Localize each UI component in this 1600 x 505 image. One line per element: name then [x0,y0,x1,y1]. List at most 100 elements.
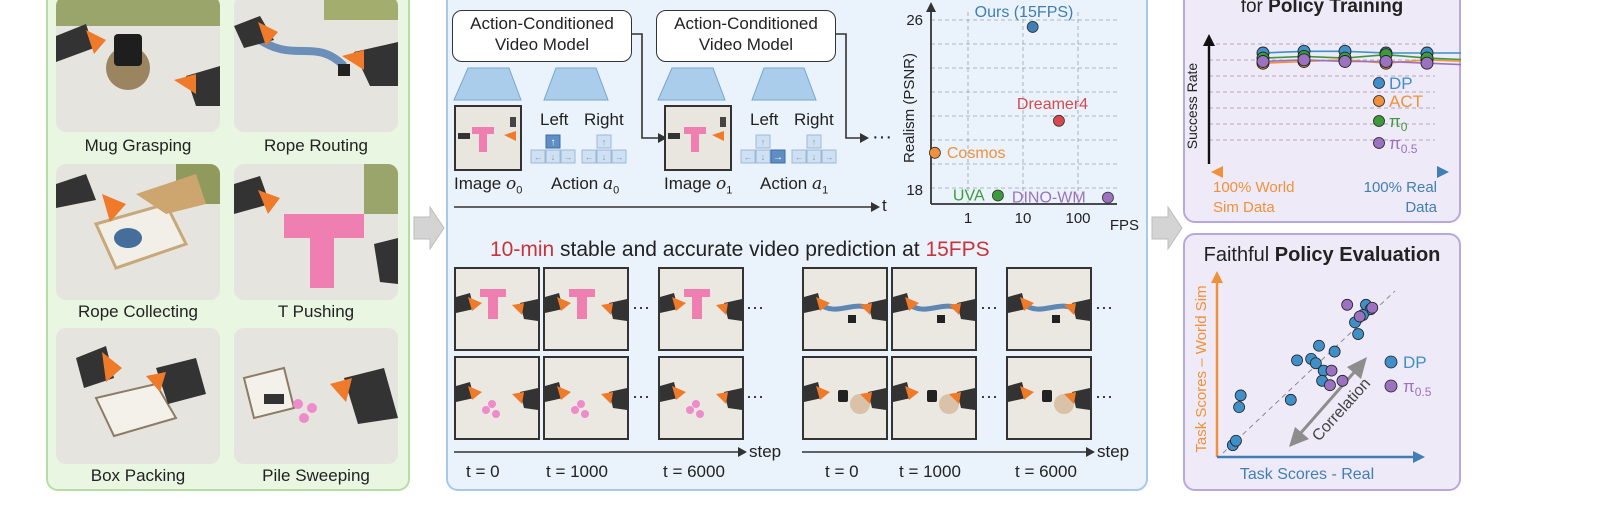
rollout-frame [543,356,629,440]
encoder-trapezoid [751,67,817,101]
data-point [1102,191,1114,204]
data-point [1336,374,1349,387]
y-axis-arrow [926,2,936,12]
svg-text:←: ← [534,152,543,162]
data-point [1291,354,1303,367]
svg-text:↓: ↓ [602,152,607,162]
legend-label: π0.5 [1389,134,1418,156]
rollout-frame [1006,356,1092,440]
svg-text:↑: ↑ [812,137,817,147]
psnr-fps-chart: 18 26 1 10 100 FPS Realism (PSNR) Ours (15FPS) D… [901,2,1139,234]
data-point [992,189,1004,202]
point-label: DINO-WM [1012,190,1086,207]
action-a0-keys: ↑ ← ↓ → ↑ ← ↓ → [530,134,627,164]
y-axis-arrow [1203,34,1215,46]
rollout-frame [658,356,744,440]
data-point [1313,339,1325,352]
legend-label: π0 [1389,112,1408,134]
continuation-dots: ··· [632,297,650,317]
svg-text:↓: ↓ [812,152,817,162]
data-point [1233,401,1245,414]
left-label: Left [540,110,569,129]
legend-marker [1373,115,1385,127]
continuation-dots: ··· [980,297,998,317]
data-point [1325,364,1338,377]
policy-training-title: for Policy Training [1240,0,1404,17]
rollout-frame [802,356,888,440]
task-thumbnail [56,164,220,300]
x-axis-arrow [1413,451,1425,463]
video-model-box-2: Action-Conditioned Video Model [656,10,836,62]
legend-label: DP [1389,74,1413,93]
task-thumbnail [234,0,398,132]
y-axis-label: Realism (PSNR) [901,53,918,163]
data-point [1230,434,1242,447]
flow-arrow-right [1151,205,1183,251]
task-label: T Pushing [277,302,355,321]
step-label: step [749,442,782,461]
legend-label: ACT [1389,92,1423,111]
time-label-t0: t = 0 [825,462,859,481]
svg-text:↑: ↑ [761,137,766,147]
encoder-trapezoid [657,67,726,101]
svg-text:→: → [615,152,624,162]
data-point [1284,393,1297,406]
task-thumbnail [56,0,220,132]
x-tick-label: 10 [1015,210,1032,227]
y-tick-label: 18 [906,182,923,199]
data-point [1353,310,1366,323]
video-model-label-line2: Video Model [698,35,794,54]
data-point [1324,379,1336,392]
data-point [928,146,941,159]
data-point [1379,55,1393,68]
time-label-t6000: t = 6000 [663,462,725,481]
continuation-dots: ··· [746,297,764,317]
series-line [1262,58,1461,66]
data-point [1256,55,1270,68]
continuation-dots: ··· [746,386,764,406]
step-label: step [1097,442,1130,461]
legend-label: DP [1403,353,1427,372]
continuation-dots: ··· [1095,297,1113,317]
action-a1-keys: ↑ ← ↓ → ↑ ← ↓ → [740,134,837,164]
step-axes [454,447,1095,457]
task-thumbnail [56,328,220,464]
image-o0-frame [454,105,522,171]
data-point [1338,55,1352,68]
x-axis-label: FPS [1110,217,1139,234]
arrow-head-right [1437,166,1449,178]
x-right-label: 100% Real [1364,179,1437,196]
y-axis-label: Success Rate [1184,63,1200,150]
arrow-head-left [1211,166,1223,178]
continuation-dots: ··· [872,126,892,148]
data-point [1420,56,1434,70]
data-point [1053,114,1065,127]
image-o1-label: Image o1 [664,174,733,197]
video-model-box-1: Action-Conditioned Video Model [452,10,632,62]
task-label: Rope Routing [264,136,368,155]
svg-text:↑: ↑ [602,137,607,147]
video-model-connectors [453,33,880,212]
rollout-frame [891,267,977,351]
svg-text:←: ← [795,152,804,162]
policy-evaluation-chart: Task Scores - Real Task Scores – World Si… [1193,271,1432,483]
point-label: UVA [953,187,985,204]
legend-marker [1373,137,1385,149]
rollout-frame [891,356,977,440]
data-point [1341,298,1354,311]
task-label: Pile Sweeping [262,466,370,485]
task-label: Rope Collecting [77,302,198,321]
rollout-frame [543,267,629,351]
task-thumbnail [234,328,398,464]
rollout-frame [454,267,540,351]
series-line [1262,53,1461,61]
legend-marker [1373,95,1385,107]
time-label-t1000: t = 1000 [899,462,961,481]
x-tick-label: 1 [964,210,972,227]
data-point [1328,345,1341,358]
rollout-frame [658,267,744,351]
series-line [1262,50,1461,54]
image-o1-frame [664,105,732,171]
data-point [1352,328,1365,340]
